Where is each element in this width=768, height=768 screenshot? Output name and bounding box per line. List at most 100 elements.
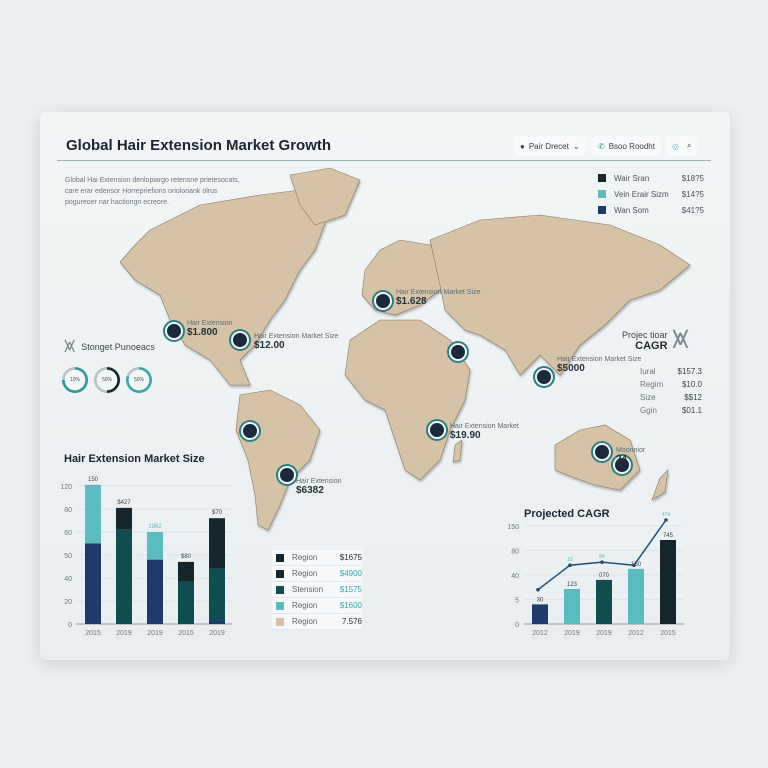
map-label: Hair Extension Market Size $12.00 [254, 333, 339, 351]
legend-swatch [276, 553, 284, 562]
data-label: 1962 [148, 524, 162, 530]
line-point [536, 587, 540, 592]
y-tick-label: 80 [64, 507, 72, 514]
legend-row: Region $1675 [272, 550, 362, 566]
legend-item: Vein Erair Sizm $14?5 [598, 186, 704, 202]
right-panel-stats: Iural $157.3 Regim $10.0 Size $$12 Ggin $01.1 [640, 367, 702, 419]
settings-icon[interactable]: ◎ [672, 141, 679, 151]
bar-segment [85, 543, 101, 624]
stat-label: Regim [640, 380, 664, 389]
map-label: Hair Extension Market $19.90 [450, 423, 519, 441]
x-tick-label: 2012 [628, 630, 644, 637]
legend-row: Region $4900 [272, 566, 362, 582]
map-marker[interactable] [535, 368, 553, 386]
x-tick-label: 2019 [209, 630, 225, 637]
x-tick-label: 2012 [532, 630, 548, 637]
contact-button[interactable]: ✆ Bsoo Roodht [592, 136, 661, 156]
legend-value: $1600 [339, 601, 362, 610]
x-tick-label: 2019 [147, 630, 163, 637]
legend-swatch [598, 174, 606, 182]
bar-segment [85, 484, 101, 544]
y-tick-label: 60 [64, 530, 72, 537]
bar [628, 568, 644, 624]
stat-row: Iural $157.3 [640, 367, 702, 380]
line-point [600, 560, 604, 564]
bar-segment [147, 532, 163, 560]
legend-table: Region $1675 Region $4900 Stension $1575 Regio… [272, 550, 362, 630]
y-tick-label: 40 [64, 576, 72, 583]
stat-row: Regim $10.0 [640, 380, 702, 393]
map-marker[interactable] [241, 422, 259, 440]
legend-value: $4900 [339, 569, 362, 578]
map-marker[interactable] [449, 343, 467, 361]
x-tick-label: 2019 [564, 630, 580, 637]
y-tick-label: 120 [60, 484, 72, 491]
right-panel-title: Projec tioar CAGR [622, 330, 668, 352]
top-legend: Wair Sran $18?5 Vein Erair Sizm $14?5 Wan So… [598, 170, 704, 218]
bar [660, 540, 676, 624]
map-marker[interactable] [613, 456, 631, 474]
donut-gauge: 50% [126, 367, 152, 393]
legend-value: $1675 [339, 553, 362, 562]
y-tick-label: 0 [68, 622, 72, 629]
title-divider [57, 160, 711, 161]
line-point [632, 563, 636, 567]
legend-label: Region [292, 617, 318, 626]
map-marker[interactable] [165, 322, 183, 340]
data-label: $80 [181, 554, 192, 560]
right-chart-title: Projected CAGR [524, 508, 610, 520]
donut-gauge: 10% [62, 367, 88, 393]
hair-icon: ⩙ [64, 335, 76, 357]
x-tick-label: 2019 [596, 630, 612, 637]
search-icon[interactable]: ⌕ [686, 141, 692, 150]
y-tick-label: 80 [511, 549, 519, 556]
legend-value: $14?5 [681, 189, 704, 199]
map-marker[interactable] [374, 292, 392, 310]
bar-segment [209, 620, 225, 624]
map-label: Hair Extension Market Size $1.628 [396, 289, 481, 307]
x-tick-label: 2019 [116, 630, 132, 637]
description: Global Hai Extension denlopiargo retensn… [65, 177, 240, 206]
legend-label: Region [292, 569, 318, 578]
map-label: Hair Extension Market Size $5000 [557, 356, 642, 374]
line-point [664, 518, 668, 522]
phone-icon: ✆ [598, 141, 605, 151]
y-tick-label: 0 [515, 622, 519, 629]
legend-swatch [276, 601, 284, 610]
stat-value: $01.1 [681, 406, 702, 415]
legend-item: Wan Som $41?5 [598, 202, 704, 218]
hair-icon: ⩙ [672, 322, 689, 355]
data-label: 30 [537, 597, 544, 603]
y-tick-label: 20 [64, 599, 72, 606]
map-marker[interactable] [428, 421, 446, 439]
map-label: Moonnior 24 [616, 447, 646, 465]
stat-row: Size $$12 [640, 393, 702, 406]
data-label: 150 [88, 477, 99, 483]
line-label: 84 [599, 554, 605, 560]
new-zealand [651, 469, 669, 501]
bar [596, 579, 612, 624]
bar-segment [209, 518, 225, 569]
legend-swatch [276, 569, 284, 578]
legend-item: Wair Sran $18?5 [598, 170, 704, 186]
legend-label: Stension [292, 585, 324, 594]
donut-gauge: 50% [94, 367, 120, 393]
data-label: $70 [212, 510, 223, 516]
line-label: 4?4 [662, 512, 671, 518]
y-tick-label: 40 [511, 573, 519, 580]
map-marker[interactable] [278, 466, 296, 484]
map-marker[interactable] [593, 443, 611, 461]
x-tick-label: 2015 [178, 630, 194, 637]
legend-row: Region $1600 [272, 598, 362, 614]
bar-segment [209, 568, 225, 621]
madagascar [452, 439, 463, 463]
stat-value: $157.3 [677, 367, 702, 376]
map-marker[interactable] [231, 331, 249, 349]
legend-swatch [276, 617, 284, 626]
map-label: Hair Extension $1.800 [187, 320, 233, 338]
legend-value: $18?5 [681, 173, 704, 183]
region-dropdown[interactable]: ● Pair Drecet ⌄ [514, 136, 586, 156]
header-icons: ◎ ⌕ [666, 136, 698, 156]
legend-label: Region [292, 553, 318, 562]
